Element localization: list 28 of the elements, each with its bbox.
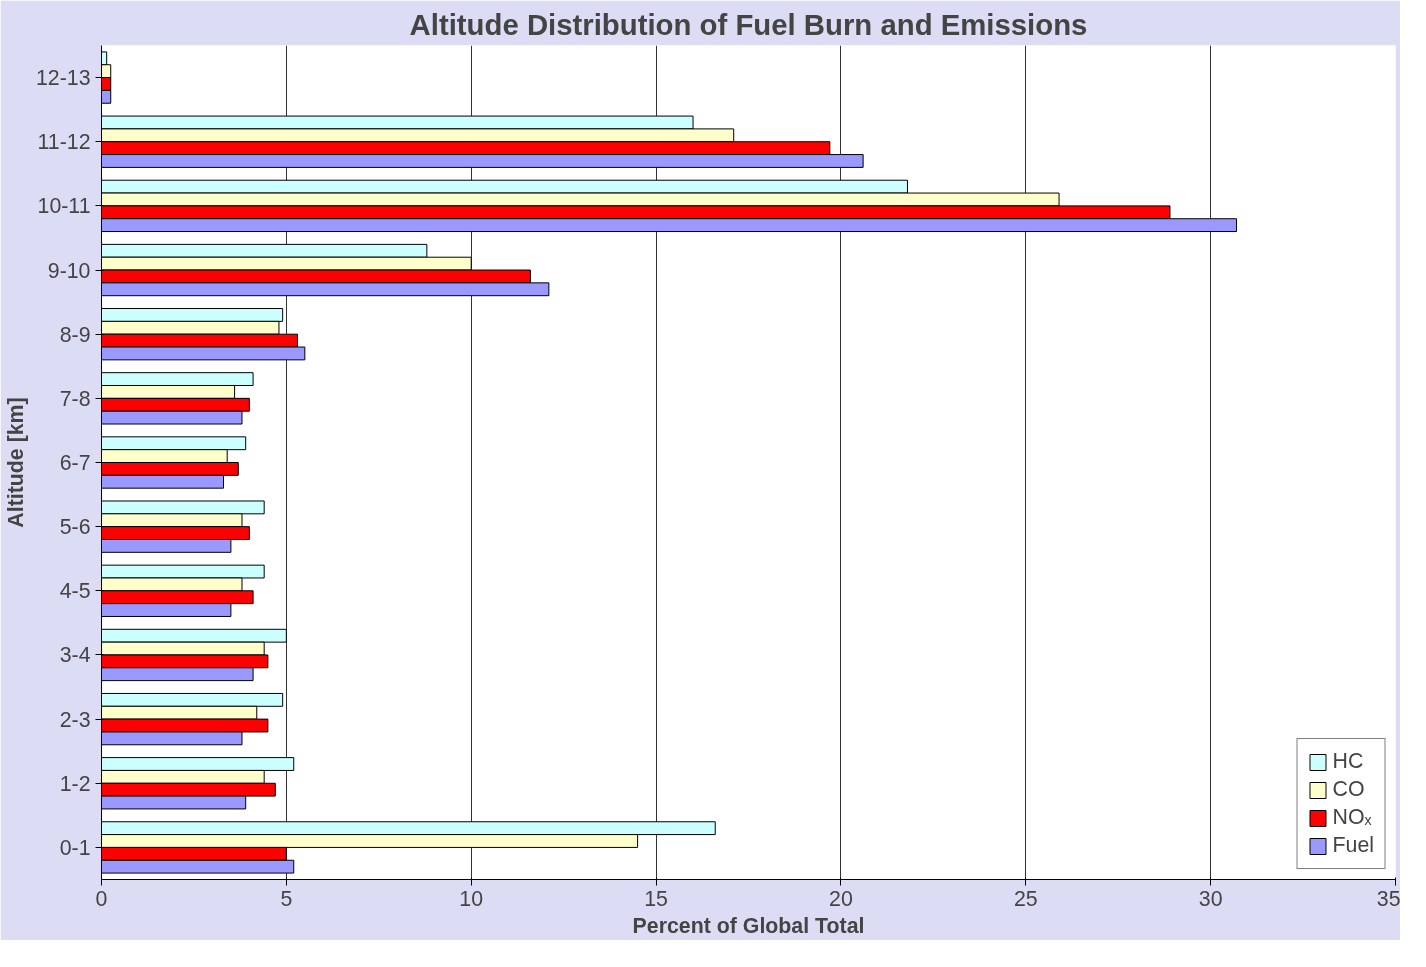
y-tick-label: 1-2 — [59, 771, 91, 796]
x-tick-label: 20 — [829, 886, 853, 911]
legend-label: NOₓ — [1332, 805, 1372, 830]
legend-label: HC — [1332, 749, 1364, 774]
y-tick-label: 0-1 — [59, 835, 91, 860]
x-tick-label: 30 — [1198, 886, 1223, 911]
y-tick-label: 7-8 — [59, 386, 91, 411]
chart-title: Altitude Distribution of Fuel Burn and Emissions — [409, 7, 1088, 41]
x-tick-label: 0 — [95, 886, 108, 911]
x-tick-label: 25 — [1013, 886, 1038, 911]
legend-label: Fuel — [1332, 833, 1374, 858]
x-tick-label: 5 — [280, 886, 293, 911]
y-tick-label: 5-6 — [59, 515, 91, 540]
x-tick-label: 15 — [644, 886, 668, 911]
y-tick-label: 3-4 — [59, 643, 91, 668]
y-axis-title: Altitude [km] — [3, 397, 28, 528]
legend-label: CO — [1332, 777, 1365, 802]
y-tick-label: 12-13 — [35, 66, 91, 91]
y-tick-label: 6-7 — [59, 451, 91, 475]
x-tick-label: 35 — [1376, 886, 1401, 911]
x-axis-title: Percent of Global Total — [632, 913, 865, 938]
y-tick-label: 2-3 — [59, 707, 91, 732]
y-tick-label: 10-11 — [37, 194, 91, 219]
x-tick-label: 10 — [459, 886, 484, 911]
y-tick-label: 11-12 — [37, 130, 91, 155]
y-tick-label: 4-5 — [59, 579, 91, 604]
y-tick-label: 8-9 — [59, 322, 91, 347]
y-tick-label: 9-10 — [47, 258, 91, 283]
